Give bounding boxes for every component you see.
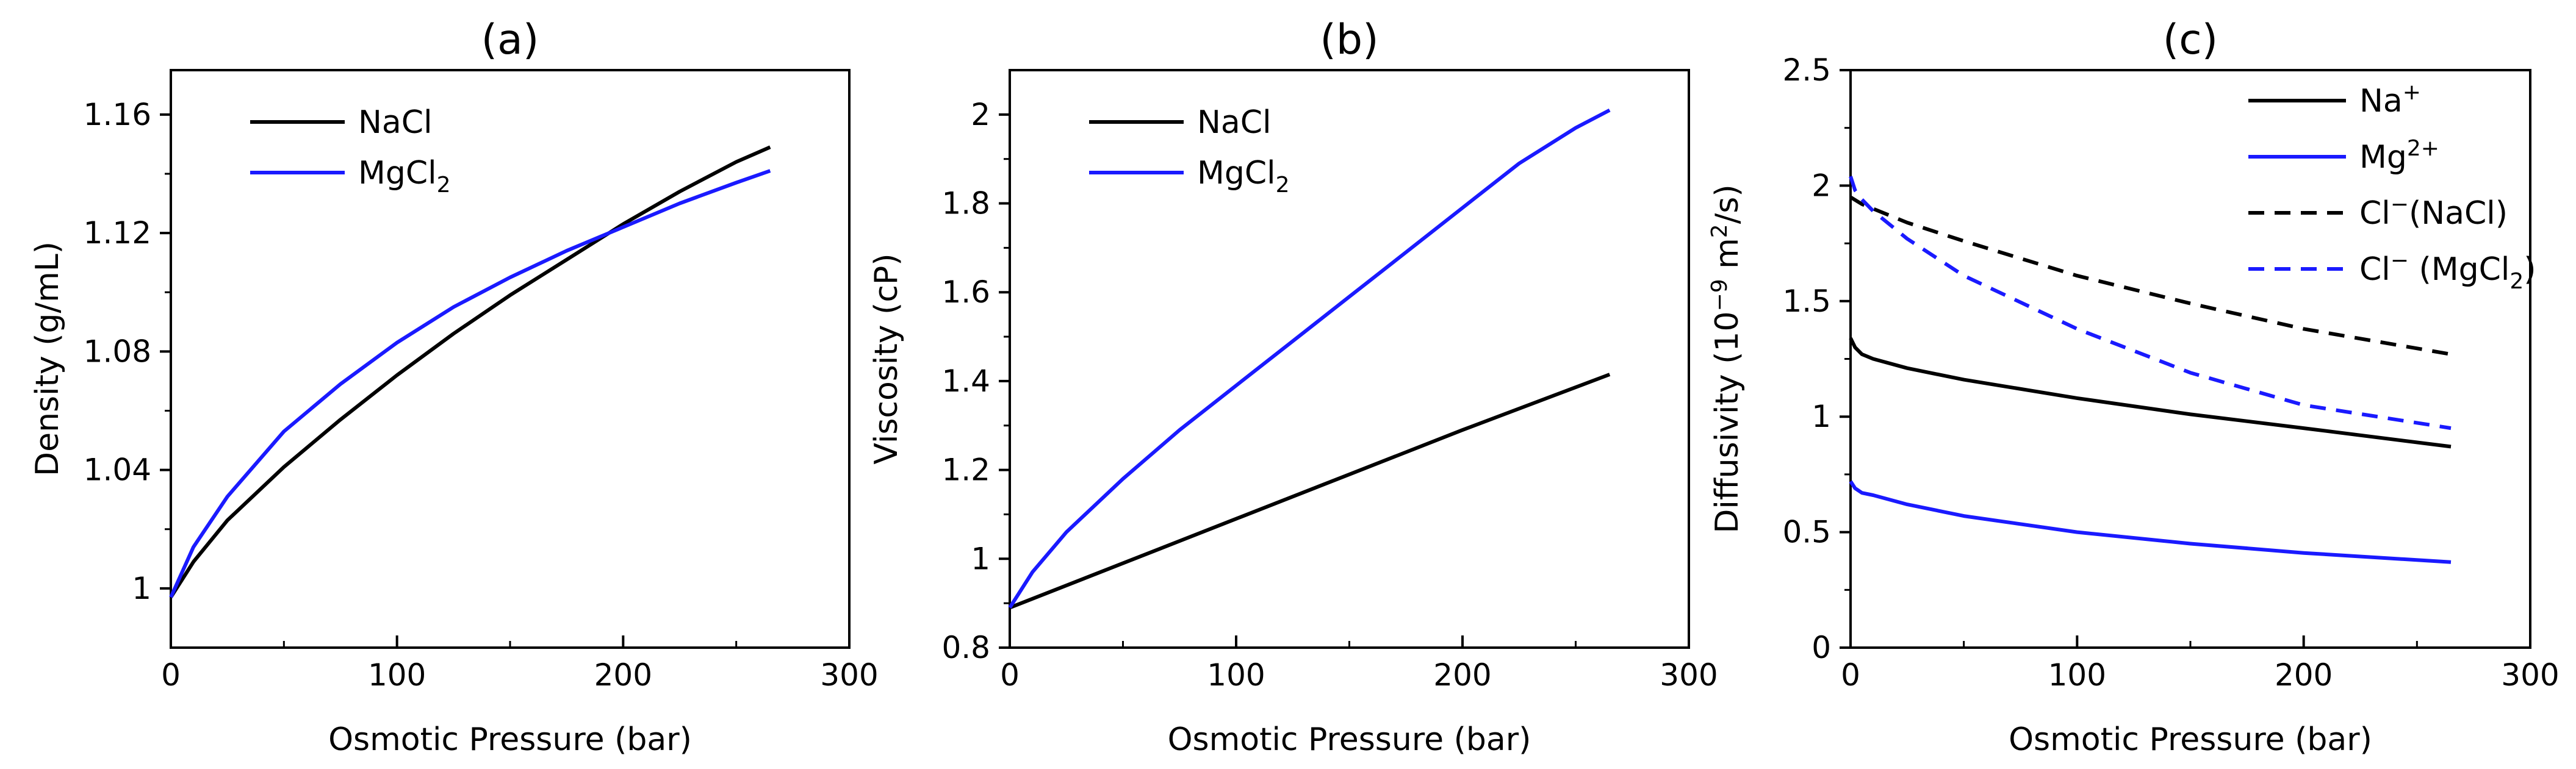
y-tick-label: 0 xyxy=(1811,630,1831,665)
y-tick-label: 1 xyxy=(132,571,151,606)
legend-label-2: MgCl2 xyxy=(1197,155,1290,198)
chart-panel-2: 0 100 200 300 0.8 1 1.2 1.4 1.6 1.8 2 (b) Osmotic Pr… xyxy=(868,16,1718,758)
legend-label-1: NaCl xyxy=(1197,104,1272,141)
series-line-4 xyxy=(1849,176,2452,431)
y-tick-label: 2 xyxy=(1811,168,1831,203)
y-tick-label: 1 xyxy=(1811,399,1831,434)
legend: NaCl MgCl2 xyxy=(1089,104,1290,198)
series-line-1 xyxy=(1849,337,2452,449)
x-tick-label: 300 xyxy=(820,657,878,693)
panel-title: (c) xyxy=(2163,16,2218,64)
y-tick-label: 2.5 xyxy=(1782,52,1831,88)
x-tick-label: 100 xyxy=(368,657,426,693)
chart-panel-3: 0 100 200 300 0 0.5 1 1.5 2 2.5 (c) Osmotic Pressur… xyxy=(1707,16,2560,758)
legend-label-1: Na+ xyxy=(2359,80,2421,120)
y-tick-label: 0.8 xyxy=(941,630,990,665)
chart-panel-1: 0 100 200 300 1 1.04 1.08 1.12 1.16 (a) Osmotic Pr… xyxy=(29,16,879,758)
panel-title: (a) xyxy=(481,16,539,64)
legend-label-4: Cl− (MgCl2) xyxy=(2359,248,2536,294)
x-axis-label: Osmotic Pressure (bar) xyxy=(2009,721,2372,758)
series-line-2 xyxy=(169,169,771,598)
series-line-3 xyxy=(1849,195,2452,356)
plot-frame xyxy=(1009,69,1690,649)
y-tick-label: 1.12 xyxy=(84,215,151,251)
series-line-1 xyxy=(1009,373,1611,610)
x-tick-label: 300 xyxy=(1660,657,1718,693)
y-tick-label: 0.5 xyxy=(1782,515,1831,550)
legend: NaCl MgCl2 xyxy=(250,104,451,198)
legend-label-3: Cl−(NaCl) xyxy=(2359,192,2508,232)
x-tick-label: 0 xyxy=(1000,657,1020,693)
x-tick-label: 200 xyxy=(1433,657,1491,693)
x-tick-label: 100 xyxy=(2048,657,2106,693)
y-tick-label: 1.8 xyxy=(941,186,990,221)
y-axis-label: Density (g/mL) xyxy=(29,241,66,476)
x-tick-label: 200 xyxy=(2275,657,2333,693)
series-line-2 xyxy=(1849,480,2452,564)
series-line-1 xyxy=(169,145,771,599)
y-tick-label: 1 xyxy=(971,541,990,576)
x-axis-label: Osmotic Pressure (bar) xyxy=(1168,721,1531,758)
panel-title: (b) xyxy=(1320,16,1378,64)
y-tick-label: 1.04 xyxy=(84,452,151,488)
legend-label-2: Mg2+ xyxy=(2359,136,2439,176)
x-tick-label: 0 xyxy=(1841,657,1860,693)
y-axis-label: Viscosity (cP) xyxy=(868,253,905,464)
legend-label-2: MgCl2 xyxy=(358,155,451,198)
x-tick-label: 0 xyxy=(161,657,181,693)
y-tick-label: 1.16 xyxy=(84,97,151,132)
x-tick-label: 300 xyxy=(2501,657,2559,693)
y-tick-label: 2 xyxy=(971,97,990,132)
y-tick-label: 1.08 xyxy=(84,334,151,369)
series-line-2 xyxy=(1008,108,1611,609)
x-axis-label: Osmotic Pressure (bar) xyxy=(328,721,692,758)
y-axis-label: Diffusivity (10−9 m2/s) xyxy=(1707,184,1746,533)
legend-label-1: NaCl xyxy=(358,104,433,141)
legend: Na+ Mg2+ Cl−(NaCl) Cl− (MgCl2) xyxy=(2248,80,2536,294)
x-tick-label: 100 xyxy=(1207,657,1265,693)
y-tick-label: 1.5 xyxy=(1782,284,1831,319)
y-tick-label: 1.4 xyxy=(941,363,990,399)
y-tick-label: 1.2 xyxy=(941,452,990,488)
x-tick-label: 200 xyxy=(594,657,652,693)
y-tick-label: 1.6 xyxy=(941,274,990,310)
